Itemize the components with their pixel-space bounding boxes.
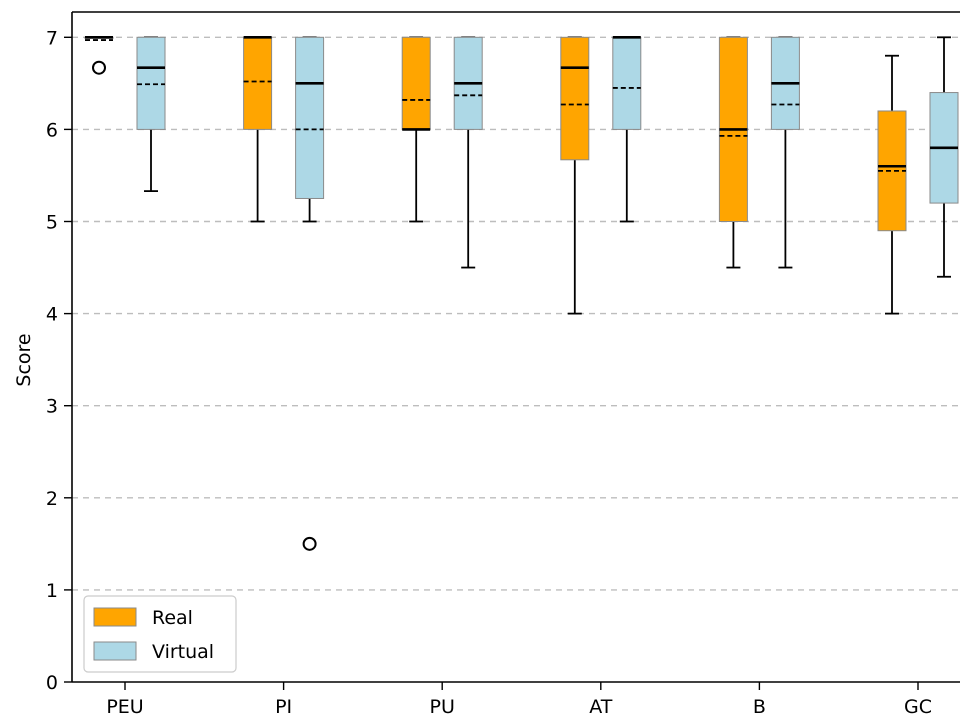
x-tick-label: GC — [904, 696, 932, 715]
outlier-point — [302, 536, 317, 551]
x-tick-label: PU — [430, 696, 455, 715]
box-iqr — [612, 36, 642, 130]
y-tick-label: 7 — [46, 27, 58, 49]
legend-swatch — [93, 641, 137, 661]
box-real-at — [560, 36, 590, 315]
box-real-b — [718, 36, 748, 269]
y-tick-label: 3 — [46, 396, 58, 418]
box-real-pi — [243, 35, 273, 223]
box-virtual-at — [612, 35, 642, 223]
box-iqr — [295, 36, 325, 199]
legend-swatch — [93, 607, 137, 627]
box-virtual-peu — [136, 36, 166, 193]
box-virtual-gc — [929, 36, 959, 278]
box-real-pu — [401, 36, 431, 223]
y-tick-label: 5 — [46, 212, 58, 234]
x-tick-label: AT — [589, 696, 613, 715]
axes: 0 1 2 3 4 5 6 7 PEU PI PU AT B GC — [46, 11, 960, 715]
box-virtual-pi — [295, 36, 325, 551]
box-iqr — [136, 36, 166, 130]
x-tick-label: B — [753, 696, 766, 715]
legend: Real Virtual — [83, 595, 237, 673]
box-real-gc — [877, 54, 907, 315]
x-tick-label: PEU — [106, 696, 143, 715]
box-iqr — [560, 36, 590, 161]
y-tick-label: 2 — [46, 488, 58, 510]
legend-label: Virtual — [152, 641, 214, 663]
y-axis-label: Score — [13, 333, 35, 386]
boxes — [84, 35, 959, 551]
y-tick-label: 6 — [46, 119, 58, 141]
box-real-peu — [84, 35, 114, 75]
y-tick-label: 1 — [46, 580, 58, 602]
grid-lines — [72, 36, 960, 591]
box-virtual-pu — [453, 36, 483, 269]
legend-label: Real — [152, 607, 193, 629]
box-iqr — [243, 36, 273, 130]
y-tick-label: 4 — [46, 304, 58, 326]
outlier-point — [92, 60, 106, 75]
y-tick-label: 0 — [46, 672, 58, 694]
box-virtual-b — [770, 36, 800, 269]
box-iqr — [401, 36, 431, 130]
x-tick-label: PI — [275, 696, 292, 715]
